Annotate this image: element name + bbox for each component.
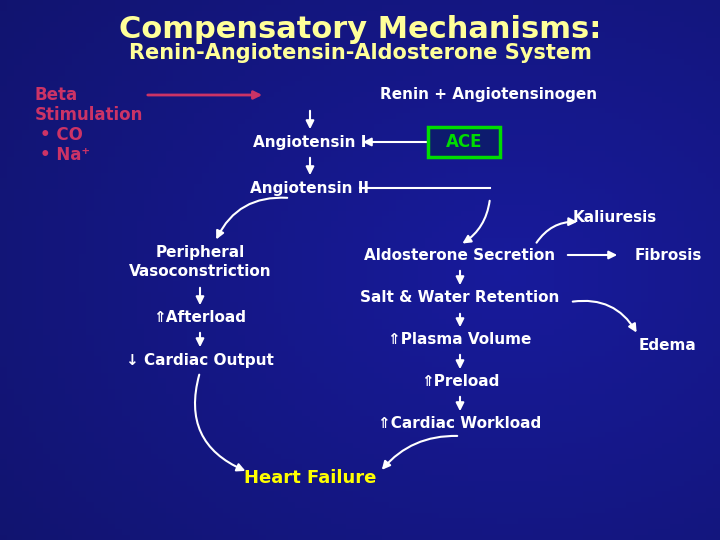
Text: ⇑Preload: ⇑Preload	[420, 375, 499, 389]
FancyBboxPatch shape	[428, 127, 500, 157]
Text: Angiotensin I: Angiotensin I	[253, 134, 366, 150]
Text: • Na⁺: • Na⁺	[40, 146, 90, 164]
Text: ⇑Afterload: ⇑Afterload	[153, 310, 246, 326]
Text: Renin-Angiotensin-Aldosterone System: Renin-Angiotensin-Aldosterone System	[129, 43, 591, 63]
Text: Peripheral
Vasoconstriction: Peripheral Vasoconstriction	[129, 245, 271, 279]
Text: Fibrosis: Fibrosis	[634, 247, 702, 262]
Text: ⇑Cardiac Workload: ⇑Cardiac Workload	[379, 416, 541, 431]
Text: Beta: Beta	[35, 86, 78, 104]
Text: Kaliuresis: Kaliuresis	[573, 211, 657, 226]
Text: ↓ Cardiac Output: ↓ Cardiac Output	[126, 353, 274, 368]
Text: • CO: • CO	[40, 126, 83, 144]
Text: Compensatory Mechanisms:: Compensatory Mechanisms:	[119, 16, 601, 44]
Text: Heart Failure: Heart Failure	[244, 469, 376, 487]
Text: Renin + Angiotensinogen: Renin + Angiotensinogen	[380, 87, 597, 103]
Text: Stimulation: Stimulation	[35, 106, 143, 124]
Text: Aldosterone Secretion: Aldosterone Secretion	[364, 247, 556, 262]
Text: ACE: ACE	[446, 133, 482, 151]
Text: Edema: Edema	[639, 338, 697, 353]
Text: Angiotensin II: Angiotensin II	[251, 180, 369, 195]
Text: ⇑Plasma Volume: ⇑Plasma Volume	[388, 333, 531, 348]
Text: Salt & Water Retention: Salt & Water Retention	[360, 291, 559, 306]
